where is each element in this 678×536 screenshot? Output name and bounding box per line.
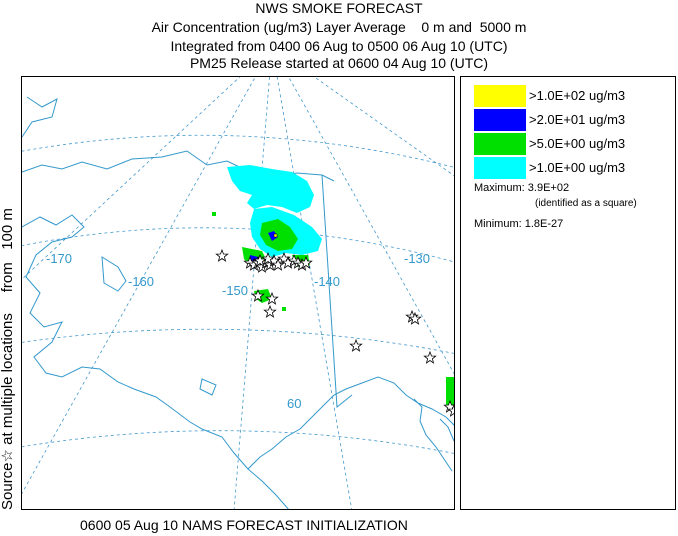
lon-label-160: -160 [128,274,154,289]
plume-level-1 [227,165,314,213]
source-markers [215,248,454,417]
source-star-icon [263,304,277,318]
source-star-icon [215,248,229,262]
source-star-icon [265,291,279,305]
border-line [321,174,353,408]
map-panel: -170 -160 -150 -140 -130 70 60 [21,76,455,510]
legend-label-2: >2.0E+01 ug/m3 [529,112,626,127]
minimum-value: 1.8E-27 [524,218,564,230]
source-star-icon [349,338,363,352]
plume-speck-2 [282,307,286,311]
title-period: Integrated from 0400 06 Aug to 0500 06 A… [170,38,508,54]
legend-swatch-3 [474,133,526,155]
plume-speck-1 [212,212,216,216]
plume-speck-3 [446,377,454,407]
legend-panel: >1.0E+02 ug/m3 >2.0E+01 ug/m3 >5.0E+00 u… [460,76,676,510]
title-main: NWS SMOKE FORECAST [255,0,423,16]
plume-level-2 [260,219,298,251]
maximum-label: Maximum: [474,182,525,194]
source-star-icon [253,253,267,267]
graticule-latitudes [22,134,454,454]
map-canvas: -170 -160 -150 -140 -130 70 60 [22,77,454,509]
legend-swatch-4 [474,157,526,179]
lon-label-130: -130 [404,251,430,266]
legend-label-1: >1.0E+02 ug/m3 [529,88,626,103]
legend-label-3: >5.0E+00 ug/m3 [529,136,626,151]
source-star-icon [447,403,454,417]
coastline [22,96,454,509]
legend-swatch-1 [474,85,526,107]
title-release: PM25 Release started at 0600 04 Aug 10 (… [189,55,489,71]
lon-label-150: -150 [222,283,248,298]
minimum-readout: Minimum: 1.8E-27 [474,218,563,230]
source-star-icon [261,251,275,265]
source-star-icon [423,350,437,364]
gulf-coast [247,376,454,470]
maximum-readout: Maximum: 3.9E+02 [474,182,569,194]
plume-level-3 [268,231,278,241]
maximum-value: 3.9E+02 [527,182,570,194]
source-height-label: Source☆ at multiple locations from 100 m [0,208,16,510]
minimum-label: Minimum: [474,218,522,230]
title-product: Air Concentration (ug/m3) Layer Average … [151,19,527,35]
lon-label-140: -140 [314,274,340,289]
graticule-meridians [22,77,454,509]
maximum-square [273,233,278,238]
lat-label-60: 60 [287,396,301,411]
legend-swatch-2 [474,109,526,131]
source-star-icon [299,255,313,269]
forecast-initialization: 0600 05 Aug 10 NAMS FORECAST INITIALIZAT… [80,517,408,533]
maximum-note: (identified as a square) [535,198,637,209]
west-coast [22,214,289,509]
source-star-icon [251,288,265,302]
lon-label-170: -170 [46,251,72,266]
source-star-icon [408,311,422,325]
legend-label-4: >1.0E+00 ug/m3 [529,160,626,175]
